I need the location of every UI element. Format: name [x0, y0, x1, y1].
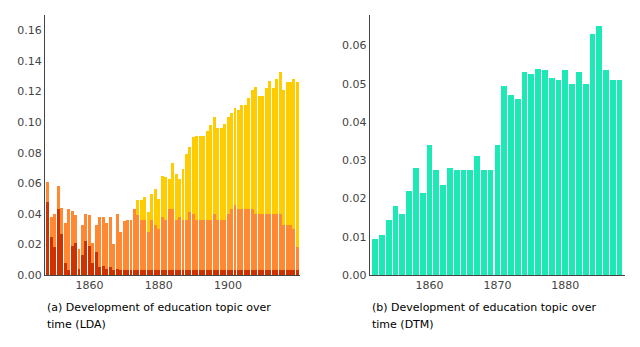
svg-text:0.06: 0.06 [342, 39, 367, 52]
svg-text:0.04: 0.04 [342, 116, 367, 129]
svg-text:1900: 1900 [214, 279, 242, 292]
svg-text:time (DTM): time (DTM) [372, 318, 434, 331]
svg-text:0.12: 0.12 [17, 85, 42, 98]
svg-text:0.04: 0.04 [17, 208, 42, 221]
svg-text:0.10: 0.10 [17, 116, 42, 129]
svg-text:0.01: 0.01 [342, 231, 367, 244]
svg-text:0.00: 0.00 [342, 269, 367, 282]
svg-text:time (LDA): time (LDA) [47, 318, 106, 331]
svg-text:1880: 1880 [551, 279, 579, 292]
svg-text:1880: 1880 [145, 279, 173, 292]
svg-text:1860: 1860 [416, 279, 444, 292]
svg-text:(b) Development of education t: (b) Development of education topic over [372, 301, 596, 314]
svg-text:0.08: 0.08 [17, 147, 42, 160]
svg-text:0.06: 0.06 [17, 177, 42, 190]
svg-text:0.02: 0.02 [342, 192, 367, 205]
svg-text:(a) Development of education t: (a) Development of education topic over [47, 301, 271, 314]
svg-text:1860: 1860 [75, 279, 103, 292]
svg-text:1870: 1870 [483, 279, 511, 292]
svg-text:0.00: 0.00 [17, 269, 42, 282]
svg-text:0.02: 0.02 [17, 238, 42, 251]
svg-text:0.14: 0.14 [17, 55, 42, 68]
svg-text:0.03: 0.03 [342, 154, 367, 167]
svg-text:0.05: 0.05 [342, 78, 367, 91]
svg-text:0.16: 0.16 [17, 24, 42, 37]
